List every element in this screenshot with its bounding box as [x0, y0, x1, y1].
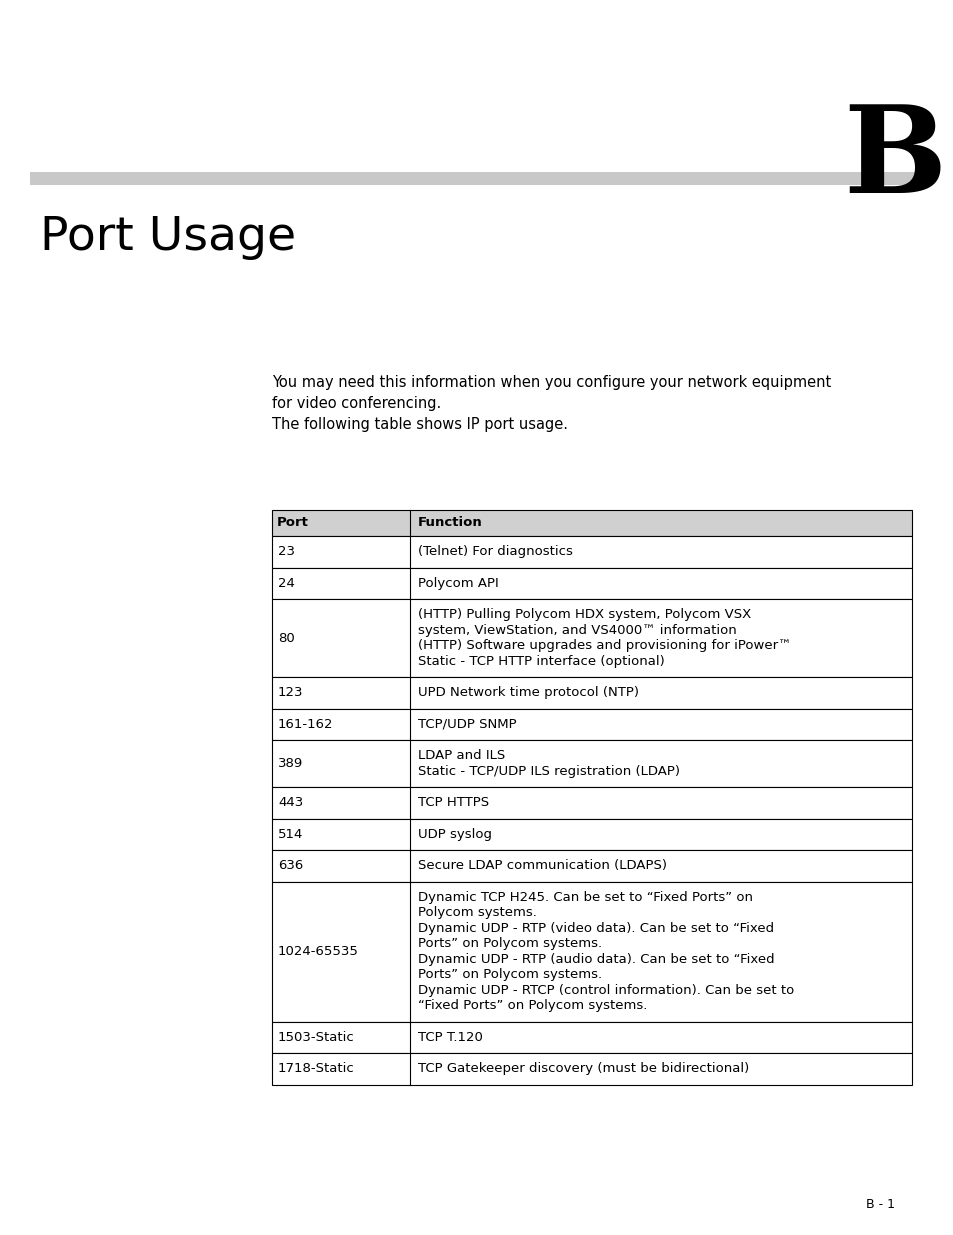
Bar — [272, 709, 911, 740]
Text: 389: 389 — [277, 757, 303, 769]
Text: 1024-65535: 1024-65535 — [277, 945, 358, 958]
Text: 123: 123 — [277, 687, 303, 699]
Bar — [272, 882, 911, 1021]
Text: Static - TCP HTTP interface (optional): Static - TCP HTTP interface (optional) — [417, 655, 664, 668]
Text: Static - TCP/UDP ILS registration (LDAP): Static - TCP/UDP ILS registration (LDAP) — [417, 764, 679, 778]
Text: 514: 514 — [277, 827, 303, 841]
Text: Polycom API: Polycom API — [417, 577, 498, 590]
Text: Ports” on Polycom systems.: Ports” on Polycom systems. — [417, 937, 601, 950]
Text: Function: Function — [417, 516, 482, 530]
Text: Dynamic TCP H245. Can be set to “Fixed Ports” on: Dynamic TCP H245. Can be set to “Fixed P… — [417, 890, 752, 904]
Text: UDP syslog: UDP syslog — [417, 827, 492, 841]
Text: Dynamic UDP - RTCP (control information). Can be set to: Dynamic UDP - RTCP (control information)… — [417, 984, 794, 997]
Text: 24: 24 — [277, 577, 294, 590]
Text: 443: 443 — [277, 797, 303, 809]
Text: 1718-Static: 1718-Static — [277, 1062, 355, 1076]
Text: 23: 23 — [277, 545, 294, 558]
Text: (Telnet) For diagnostics: (Telnet) For diagnostics — [417, 545, 572, 558]
Text: TCP HTTPS: TCP HTTPS — [417, 797, 489, 809]
Text: TCP T.120: TCP T.120 — [417, 1031, 482, 1044]
Text: Polycom systems.: Polycom systems. — [417, 906, 537, 919]
Text: UPD Network time protocol (NTP): UPD Network time protocol (NTP) — [417, 687, 639, 699]
Text: (HTTP) Pulling Polycom HDX system, Polycom VSX: (HTTP) Pulling Polycom HDX system, Polyc… — [417, 609, 750, 621]
Text: You may need this information when you configure your network equipment
for vide: You may need this information when you c… — [272, 375, 830, 411]
Bar — [30, 172, 923, 185]
Bar — [272, 850, 911, 882]
Text: system, ViewStation, and VS4000™ information: system, ViewStation, and VS4000™ informa… — [417, 624, 736, 637]
Bar — [272, 536, 911, 568]
Bar — [272, 1021, 911, 1053]
Bar — [272, 740, 911, 787]
Text: B - 1: B - 1 — [865, 1198, 894, 1212]
Text: (HTTP) Software upgrades and provisioning for iPower™: (HTTP) Software upgrades and provisionin… — [417, 640, 791, 652]
Text: Dynamic UDP - RTP (audio data). Can be set to “Fixed: Dynamic UDP - RTP (audio data). Can be s… — [417, 952, 774, 966]
Bar — [272, 677, 911, 709]
Text: TCP Gatekeeper discovery (must be bidirectional): TCP Gatekeeper discovery (must be bidire… — [417, 1062, 748, 1076]
Text: 1503-Static: 1503-Static — [277, 1031, 355, 1044]
Text: “Fixed Ports” on Polycom systems.: “Fixed Ports” on Polycom systems. — [417, 999, 647, 1013]
Text: 161-162: 161-162 — [277, 718, 334, 731]
Bar — [272, 599, 911, 677]
Text: The following table shows IP port usage.: The following table shows IP port usage. — [272, 417, 567, 432]
Text: Port: Port — [276, 516, 309, 530]
Bar — [272, 787, 911, 819]
Text: 636: 636 — [277, 860, 303, 872]
Text: 80: 80 — [277, 631, 294, 645]
Text: Dynamic UDP - RTP (video data). Can be set to “Fixed: Dynamic UDP - RTP (video data). Can be s… — [417, 921, 773, 935]
Text: LDAP and ILS: LDAP and ILS — [417, 750, 505, 762]
Bar — [272, 1053, 911, 1084]
Bar — [272, 510, 911, 536]
Text: Ports” on Polycom systems.: Ports” on Polycom systems. — [417, 968, 601, 982]
Text: Port Usage: Port Usage — [40, 215, 295, 261]
Bar — [272, 819, 911, 850]
Bar — [272, 568, 911, 599]
Text: Secure LDAP communication (LDAPS): Secure LDAP communication (LDAPS) — [417, 860, 666, 872]
Text: B: B — [842, 100, 945, 219]
Text: TCP/UDP SNMP: TCP/UDP SNMP — [417, 718, 517, 731]
